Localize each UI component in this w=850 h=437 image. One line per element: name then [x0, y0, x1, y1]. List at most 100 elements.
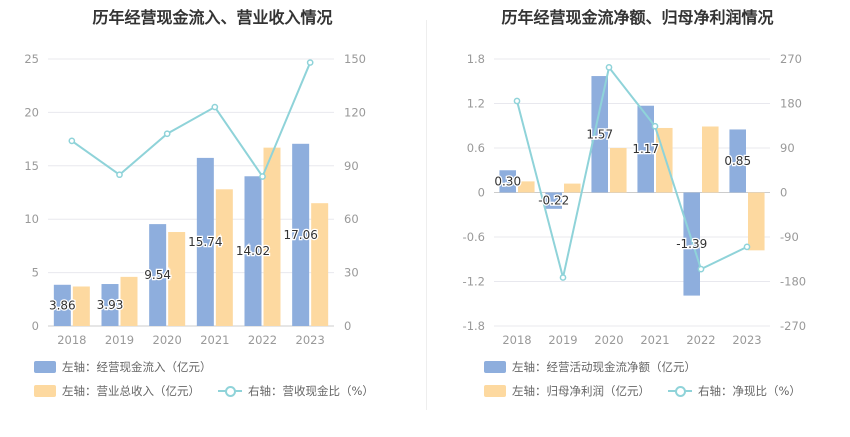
right-chart-y-right-tick-label: 0 [780, 186, 787, 200]
left-chart-y-right-tick-label: 120 [344, 105, 366, 119]
left-chart-bar-2020-s2 [168, 232, 186, 326]
right-chart-data-label-2021: 1.17 [632, 142, 659, 156]
right-chart-y-left-tick-label: -0.6 [463, 230, 485, 244]
left-chart-bar-2018-s2 [72, 286, 90, 326]
left-chart-y-left-tick-label: 20 [24, 105, 39, 119]
left-chart-bar-2020-s1 [149, 224, 167, 326]
right-chart-ratio-point-2021 [651, 122, 659, 130]
right-chart-y-left-tick-label: 0.6 [467, 141, 485, 155]
right-chart-bar-2020-s2 [610, 148, 627, 193]
left-chart-y-right-tick-label: 60 [344, 212, 359, 226]
right-chart-ratio-point-2023 [743, 243, 751, 251]
legend-label-revenue: 左轴：营业总收入（亿元） [62, 384, 200, 398]
right-chart-bar-2022-s2 [702, 126, 719, 193]
right-chart-y-right-tick-label: 90 [780, 141, 795, 155]
right-chart-y-right-tick-label: -270 [780, 319, 806, 333]
legend-item-revenue-cash-ratio[interactable]: 右轴：营收现金比（%） [218, 383, 374, 399]
left-chart-bar-2023-s2 [311, 203, 329, 326]
left-chart-y-right-tick-label: 30 [344, 266, 359, 280]
right-chart-data-label-2018: 0.30 [494, 174, 521, 188]
right-chart-bar-2018-s1 [499, 170, 516, 193]
right-chart-y-left-tick-label: 1.8 [467, 52, 485, 66]
right-chart-bar-2020-s1 [591, 76, 608, 193]
left-chart-bar-2019-s2 [120, 276, 138, 326]
left-chart-ratio-point-2023 [306, 59, 314, 66]
legend-swatch-net-profit [484, 385, 506, 397]
left-chart-bar-2019-s1 [101, 284, 119, 326]
right-chart-ratio-line [516, 65, 748, 278]
right-chart-bar-2019-s2 [564, 183, 581, 193]
right-chart-bar-2023-s2 [748, 192, 765, 251]
right-chart-x-tick-label: 2021 [640, 333, 669, 347]
legend-label-net-profit: 左轴：归母净利润（亿元） [512, 384, 650, 398]
right-chart-data-label-2019: -0.22 [538, 194, 569, 208]
left-chart-x-tick-label: 2021 [200, 333, 229, 347]
left-chart-y-left-tick-label: 10 [24, 212, 39, 226]
left-chart-y-left-tick-label: 25 [24, 52, 39, 66]
left-chart-data-label-2023: 17.06 [283, 228, 317, 242]
right-chart-data-label-2023: 0.85 [724, 154, 751, 168]
left-chart-x-tick-label: 2020 [153, 333, 182, 347]
left-chart-x-tick-label: 2023 [296, 333, 325, 347]
legend-swatch-revenue-cash-ratio [218, 385, 242, 397]
left-chart-data-label-2019: 3.93 [97, 298, 124, 312]
left-chart-bar-2022-s2 [263, 147, 281, 326]
right-chart-x-tick-label: 2023 [732, 333, 761, 347]
legend-swatch-net-cash-ratio [668, 385, 692, 397]
right-chart-bar-2022-s1 [683, 192, 700, 296]
left-chart-ratio-point-2021 [211, 103, 219, 111]
right-chart-y-left-tick-label: -1.8 [463, 319, 485, 333]
left-chart-y-right-tick-label: 0 [344, 319, 351, 333]
legend-label-revenue-cash-ratio: 右轴：营收现金比（%） [248, 384, 374, 398]
left-chart-y-left-tick-label: 15 [24, 159, 39, 173]
legend-swatch-cash-inflow [34, 361, 56, 373]
right-chart-ratio-point-2022 [697, 265, 705, 273]
legend-item-revenue[interactable]: 左轴：营业总收入（亿元） [34, 383, 200, 399]
left-chart-bar-2022-s1 [244, 176, 262, 326]
left-chart-ratio-point-2018 [68, 137, 76, 145]
left-chart-y-right-tick-label: 90 [344, 159, 359, 173]
right-chart-x-tick-label: 2020 [594, 333, 623, 347]
right-chart-bar-2018-s2 [518, 181, 535, 193]
right-chart-ratio-point-2019 [559, 274, 567, 281]
right-chart-y-left-tick-label: 0 [478, 186, 485, 200]
left-chart-y-right-tick-label: 150 [344, 52, 366, 66]
left-chart-ratio-point-2019 [116, 171, 123, 179]
legend-label-cash-inflow: 左轴：经营现金流入（亿元） [62, 360, 212, 374]
right-chart-x-tick-label: 2022 [686, 333, 715, 347]
right-chart-bar-2023-s1 [729, 129, 746, 193]
left-chart-x-tick-label: 2019 [105, 333, 134, 347]
left-chart-data-label-2022: 14.02 [236, 244, 270, 258]
right-chart-y-right-tick-label: 180 [780, 97, 802, 111]
right-chart-y-left-tick-label: -1.2 [463, 275, 485, 289]
right-chart-ratio-point-2018 [513, 97, 521, 105]
right-chart-x-tick-label: 2018 [502, 333, 531, 347]
left-chart-y-left-tick-label: 0 [32, 319, 39, 333]
left-chart-ratio-line [71, 62, 312, 179]
left-chart-ratio-point-2022 [259, 173, 266, 180]
right-chart-y-right-tick-label: 270 [780, 52, 802, 66]
legend-item-net-profit[interactable]: 左轴：归母净利润（亿元） [484, 383, 650, 399]
chart-title-right: 历年经营现金流净额、归母净利润情况 [501, 8, 774, 27]
left-chart-x-tick-label: 2018 [57, 333, 86, 347]
right-chart-x-tick-label: 2019 [548, 333, 577, 347]
left-chart-bar-2021-s1 [196, 157, 214, 326]
left-chart-bar-2018-s1 [53, 284, 71, 326]
right-chart-y-right-tick-label: -90 [780, 230, 799, 244]
legend-item-cash-inflow[interactable]: 左轴：经营现金流入（亿元） [34, 359, 212, 375]
legend-swatch-revenue [34, 385, 56, 397]
right-chart-data-label-2020: 1.57 [586, 127, 613, 141]
right-chart-y-right-tick-label: -180 [780, 275, 806, 289]
legend-label-net-cash-ratio: 右轴：净现比（%） [698, 384, 801, 398]
legend-item-net-cash-ratio[interactable]: 右轴：净现比（%） [668, 383, 801, 399]
left-chart-data-label-2020: 9.54 [144, 268, 171, 282]
left-chart-x-tick-label: 2022 [248, 333, 277, 347]
right-chart-bar-2021-s1 [637, 105, 654, 193]
left-chart-data-label-2021: 15.74 [188, 235, 222, 249]
legend-item-net-cash-flow[interactable]: 左轴：经营活动现金流净额（亿元） [484, 359, 696, 375]
right-chart-bar-2019-s1 [545, 192, 562, 209]
right-chart-data-label-2022: -1.39 [676, 237, 707, 251]
left-chart-bar-2023-s1 [292, 143, 310, 326]
right-chart-ratio-point-2020 [605, 64, 613, 71]
